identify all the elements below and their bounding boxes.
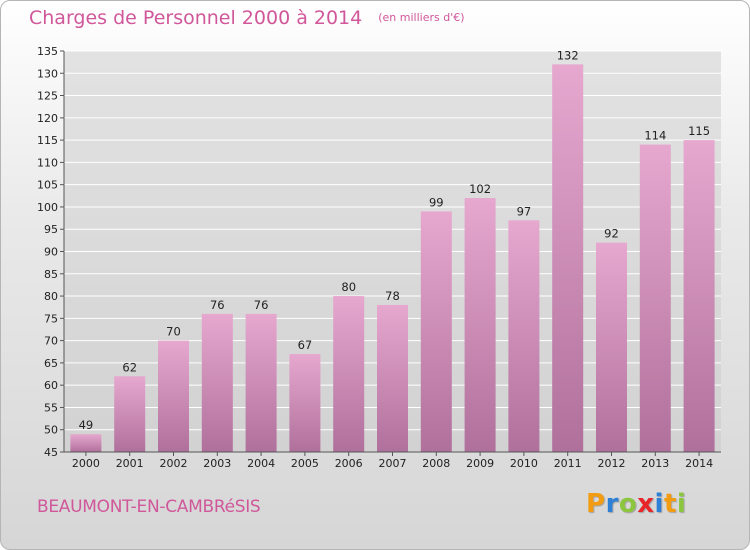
chart-title: Charges de Personnel 2000 à 2014 (en mill… [29,7,465,29]
x-tick-label: 2013 [641,457,669,470]
y-tick-label: 100 [37,201,58,214]
bar [639,144,671,453]
y-tick-label: 55 [44,401,58,414]
y-tick-label: 45 [44,446,58,459]
axes: 45 50 55 60 65 70 75 80 85 90 95 100 105 110 115 120 125… [37,45,721,470]
value-label: 102 [469,182,491,196]
bar [245,313,277,452]
y-tick-label: 120 [37,112,58,125]
logo-letter: i [654,489,664,519]
y-tick-label: 65 [44,357,58,370]
value-label: 114 [644,129,666,143]
value-label: 132 [557,48,579,62]
logo-letter: P [586,489,606,519]
bar [508,220,540,452]
logo-letter: t [663,489,677,519]
value-label: 99 [429,195,444,209]
bar [464,198,496,452]
value-label: 62 [122,360,137,374]
chart-title-text: Charges de Personnel 2000 à 2014 [29,7,363,29]
logo-letter: i [676,489,687,519]
y-tick-label: 60 [44,379,58,392]
commune-name: BEAUMONT-EN-CAMBRéSIS [37,497,261,517]
x-tick-label: 2006 [335,457,363,470]
x-tick-label: 2014 [685,457,713,470]
y-tick-label: 70 [44,335,58,348]
logo-letter: o [618,489,638,519]
chart-unit: (en milliers d'€) [378,11,465,24]
bar [70,434,102,452]
y-tick-label: 110 [37,156,58,169]
x-tick-label: 2010 [510,457,538,470]
logo-letter: x [637,489,655,519]
y-tick-label: 75 [44,312,58,325]
x-tick-label: 2004 [247,457,275,470]
bar [552,64,584,452]
y-tick-label: 125 [37,90,58,103]
value-label: 97 [517,204,532,218]
bar [201,313,233,452]
bar [596,242,627,452]
y-tick-label: 130 [37,67,58,80]
bar [289,353,321,452]
x-tick-label: 2001 [116,457,144,470]
x-tick-label: 2008 [422,457,450,470]
value-label: 49 [79,418,94,432]
y-tick-label: 90 [44,246,58,259]
value-label: 76 [210,298,225,312]
x-tick-label: 2012 [598,457,626,470]
bar [683,140,715,452]
y-tick-label: 135 [37,45,58,58]
y-tick-label: 95 [44,223,58,236]
x-tick-label: 2003 [203,457,231,470]
x-tick-label: 2000 [72,457,100,470]
value-label: 115 [688,124,710,138]
value-label: 78 [385,289,400,303]
value-label: 80 [341,280,356,294]
proxiti-logo[interactable]: Proxiti [586,489,686,519]
y-tick-label: 50 [44,424,58,437]
bars: 49 62 70 76 76 67 80 78 99 102 97 132 92 114 115 [70,48,715,453]
bar [114,376,146,452]
bar [420,211,452,452]
bar [158,340,189,452]
x-tick-label: 2009 [466,457,494,470]
value-label: 67 [298,338,313,352]
x-tick-label: 2007 [379,457,407,470]
x-tick-label: 2002 [160,457,188,470]
logo-letter: r [605,489,619,519]
x-tick-label: 2011 [554,457,582,470]
value-label: 92 [604,227,619,241]
value-label: 70 [166,325,181,339]
y-tick-label: 105 [37,179,58,192]
bar [333,296,365,452]
y-tick-label: 80 [44,290,58,303]
x-tick-label: 2005 [291,457,319,470]
y-tick-label: 115 [37,134,58,147]
y-tick-label: 85 [44,268,58,281]
bar [377,304,408,452]
value-label: 76 [254,298,269,312]
